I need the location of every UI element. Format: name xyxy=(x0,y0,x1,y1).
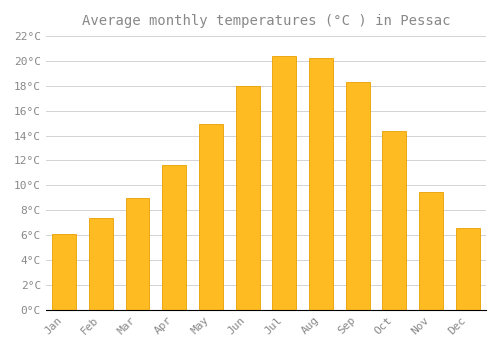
Bar xyxy=(89,218,112,310)
Bar xyxy=(346,82,370,310)
Title: Average monthly temperatures (°C ) in Pessac: Average monthly temperatures (°C ) in Pe… xyxy=(82,14,450,28)
Bar xyxy=(236,86,260,310)
Bar xyxy=(382,131,406,310)
Bar xyxy=(456,228,479,310)
Bar xyxy=(52,234,76,310)
Bar xyxy=(199,124,223,310)
Bar xyxy=(309,58,333,310)
Bar xyxy=(272,56,296,310)
Bar xyxy=(162,166,186,310)
Bar xyxy=(419,191,443,310)
Bar xyxy=(126,198,150,310)
